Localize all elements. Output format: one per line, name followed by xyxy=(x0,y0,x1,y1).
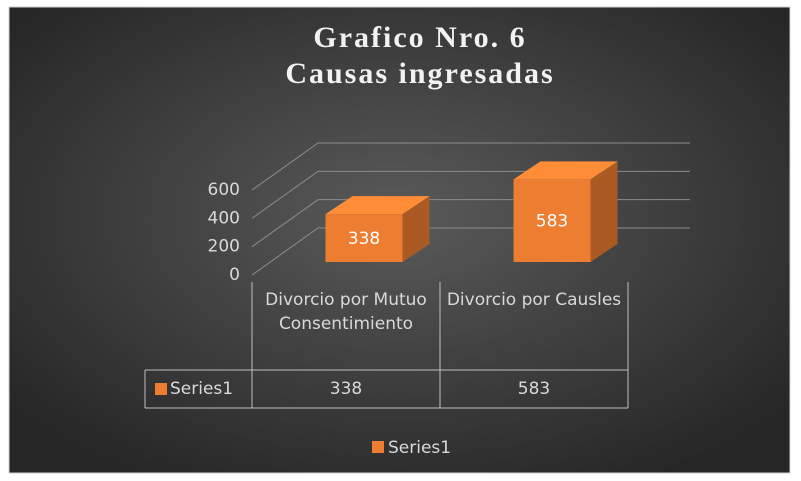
table-legend-key xyxy=(155,383,167,395)
table-value: 583 xyxy=(518,379,550,399)
chart-title: Causas ingresadas xyxy=(285,57,554,90)
bar-side xyxy=(590,161,618,262)
data-label: 583 xyxy=(536,212,568,232)
bar-side xyxy=(402,196,430,262)
x-tick-label: Divorcio por Causles xyxy=(446,290,622,310)
y-tick-label: 400 xyxy=(208,208,240,228)
y-tick-label: 200 xyxy=(208,237,240,257)
data-label: 338 xyxy=(348,229,380,249)
y-tick-label: 0 xyxy=(229,265,240,285)
y-tick-label: 600 xyxy=(208,180,240,200)
grid-line xyxy=(251,142,690,191)
legend-key xyxy=(372,441,384,453)
category-cell: Divorcio por Causles xyxy=(446,290,622,310)
bar xyxy=(513,179,591,262)
bar xyxy=(325,214,403,262)
table-value: 338 xyxy=(330,379,362,399)
category-cell: Divorcio por Mutuo Consentimiento xyxy=(265,290,427,334)
chart-title: Grafico Nro. 6 xyxy=(313,21,526,54)
x-tick-label: Divorcio por Mutuo Consentimiento xyxy=(265,290,427,334)
bar-top xyxy=(513,161,618,180)
table-series-name: Series1 xyxy=(170,379,233,399)
legend-label: Series1 xyxy=(388,438,451,458)
bar-top xyxy=(325,196,430,215)
